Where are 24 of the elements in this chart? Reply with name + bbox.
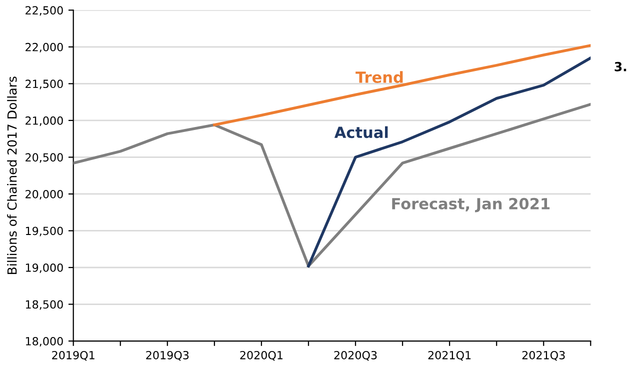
y-tick-label: 22,000 — [26, 42, 63, 52]
line-series — [307, 56, 591, 268]
y-tick-label: 19,500 — [26, 226, 63, 236]
y-tick-label: 22,500 — [26, 6, 63, 16]
y-tick-label: 20,000 — [26, 190, 63, 200]
y-tick-label: 20,500 — [26, 153, 63, 163]
x-tick-label: 2021Q3 — [522, 350, 565, 361]
x-tick-label: 2020Q1 — [240, 350, 282, 361]
y-tick-label: 18,500 — [26, 300, 63, 310]
x-tick-label: 2021Q1 — [428, 350, 471, 361]
y-tick-label: 21,000 — [26, 116, 63, 126]
text: 3. — [614, 62, 626, 72]
line-series — [213, 44, 591, 126]
series-label: Actual — [334, 126, 388, 138]
line-series — [73, 102, 591, 268]
series-label: Forecast, Jan 2021 — [392, 198, 550, 212]
y-axis-title: Billions of Chained 2017 Dollars — [7, 76, 17, 274]
x-tick-label: 2019Q1 — [52, 350, 94, 361]
x-tick-label: 2020Q3 — [334, 350, 377, 361]
y-tick-label: 19,000 — [26, 263, 63, 274]
y-tick-label: 18,000 — [26, 337, 63, 347]
y-tick-label: 21,500 — [26, 80, 63, 90]
series-label: Trend — [356, 71, 403, 83]
x-tick-label: 2019Q3 — [146, 350, 189, 361]
